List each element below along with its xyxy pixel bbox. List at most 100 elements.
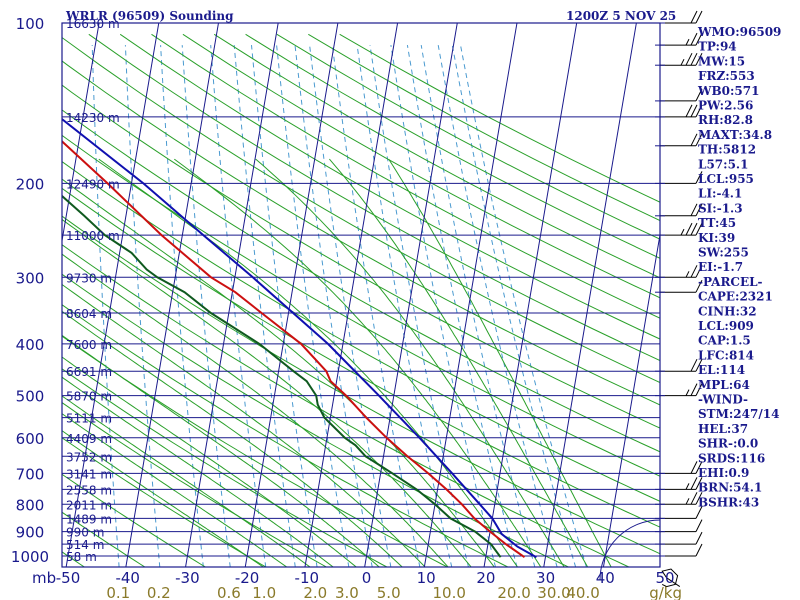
height-label: 3752 m [66,450,112,464]
wind-barb [655,531,703,545]
height-label: 12490 m [66,177,120,191]
height-label: 990 m [66,526,104,540]
dry-adiabat-line [62,368,388,567]
moist-adiabat-line [62,430,264,567]
wind-barb-flag [695,531,703,545]
pressure-tick-label: 300 [16,269,45,287]
isotherm-line [125,23,219,567]
height-label: 5870 m [66,390,112,404]
height-label: 3141 m [66,467,112,481]
index-line: CAP:1.5 [698,334,751,348]
temperature-tick-label: 10 [417,569,436,587]
mixing-ratio-line [331,45,421,567]
dry-adiabat-line [62,109,660,453]
index-line: SHR-:0.0 [698,437,758,451]
dry-adiabat-line [62,215,660,555]
index-line: TT:45 [698,216,736,230]
mixing-ratio-lines [91,45,587,567]
pressure-tick-label: 400 [16,336,45,354]
height-label: 16630 m [66,17,120,31]
wind-barb-flag [685,52,693,66]
index-line: TP:94 [698,40,737,54]
pressure-unit-label: mb [32,569,56,587]
isotherms [0,11,660,567]
isobars [62,23,660,557]
hodograph-trace [661,568,681,588]
wind-barb-half-flag [680,228,685,236]
index-line: EHI:0.9 [698,466,749,480]
wind-barb [655,88,703,102]
wind-barb [655,358,703,372]
pressure-tick-label: 200 [16,175,45,193]
height-label: 6691 m [66,365,112,379]
wind-barb [655,492,703,505]
index-line: EI:-1.7 [698,260,743,274]
isotherm-line [0,11,41,567]
mixing-ratio-tick-label: 40.0 [566,584,599,600]
wind-barb-flag [690,203,698,217]
temperature-tick-label: 30 [536,569,555,587]
wind-barb [655,519,703,533]
isotherm-line [62,23,100,244]
dry-adiabat-line [62,304,509,567]
wind-barb-flag [695,358,703,372]
wind-barb-flag [685,222,693,236]
mixing-ratio-tick-label: 0.6 [217,584,241,600]
index-line: SRDS:116 [698,451,765,465]
index-line: BRN:54.1 [698,481,762,495]
wind-barb-flag [690,32,698,46]
wind-barb-half-flag [685,38,690,46]
mixing-ratio-line [420,45,536,567]
wind-barb [655,52,703,66]
index-line: WMO:96509 [697,25,781,39]
mixing-ratio-line [309,45,392,567]
wind-barb-flag [690,133,698,147]
index-line: WB0:571 [697,84,759,98]
wind-barb-half-flag [685,389,690,396]
dry-adiabat-line [62,84,660,429]
wind-barb [655,383,703,397]
height-label: 1489 m [66,512,112,526]
pressure-axis-labels: 100 200 300 400 500 600 700 800 900 1000 [11,15,49,566]
moist-adiabat-line [62,310,403,567]
wind-barb-half-flag [685,498,690,505]
mixing-ratio-line [460,45,587,567]
mixing-ratio-line [356,45,453,567]
pressure-tick-label: 600 [16,430,45,448]
dry-adiabats [62,33,660,567]
dry-adiabat-line [182,33,660,299]
mixing-ratio-tick-label: 0.2 [147,584,171,600]
isotherm-line [423,23,518,567]
temperature-tick-label: -30 [175,569,200,587]
mixing-ratio-tick-label: 10.0 [432,584,465,600]
wind-barb-flag [690,265,698,278]
wind-barb-flag [690,477,698,490]
wind-barb [655,222,703,236]
mixing-ratio-line [369,45,469,567]
index-line: TH:5812 [698,143,756,157]
wind-barb-flag [695,88,703,102]
moist-adiabat-line [62,395,311,567]
wind-barb-flag [690,104,698,118]
moist-adiabat-line [62,376,334,567]
wind-barb-flag [690,358,698,372]
dry-adiabat-line [62,335,449,567]
pressure-tick-label: 100 [16,15,45,33]
isotherm-line [483,23,578,567]
mixing-ratio-tick-label: 1.0 [252,584,276,600]
height-label: 11000 m [66,229,120,243]
height-label: 9730 m [66,271,112,285]
wind-barb-flag [690,52,698,66]
index-line: LI:-4.1 [698,187,742,201]
station-title: WRLR (96509) Sounding [65,9,234,23]
sounding-traces [62,117,537,559]
height-label: 514 m [66,538,104,552]
mixing-ratio-tick-label: 2.0 [303,584,327,600]
index-line: FRZ:553 [698,69,755,83]
height-label: 7600 m [66,338,112,352]
wind-barb-flag [690,10,698,24]
dry-adiabat-line [119,33,660,340]
wind-barb [655,171,703,184]
dry-adiabat-line [62,187,660,528]
moist-adiabat-line [329,158,589,567]
